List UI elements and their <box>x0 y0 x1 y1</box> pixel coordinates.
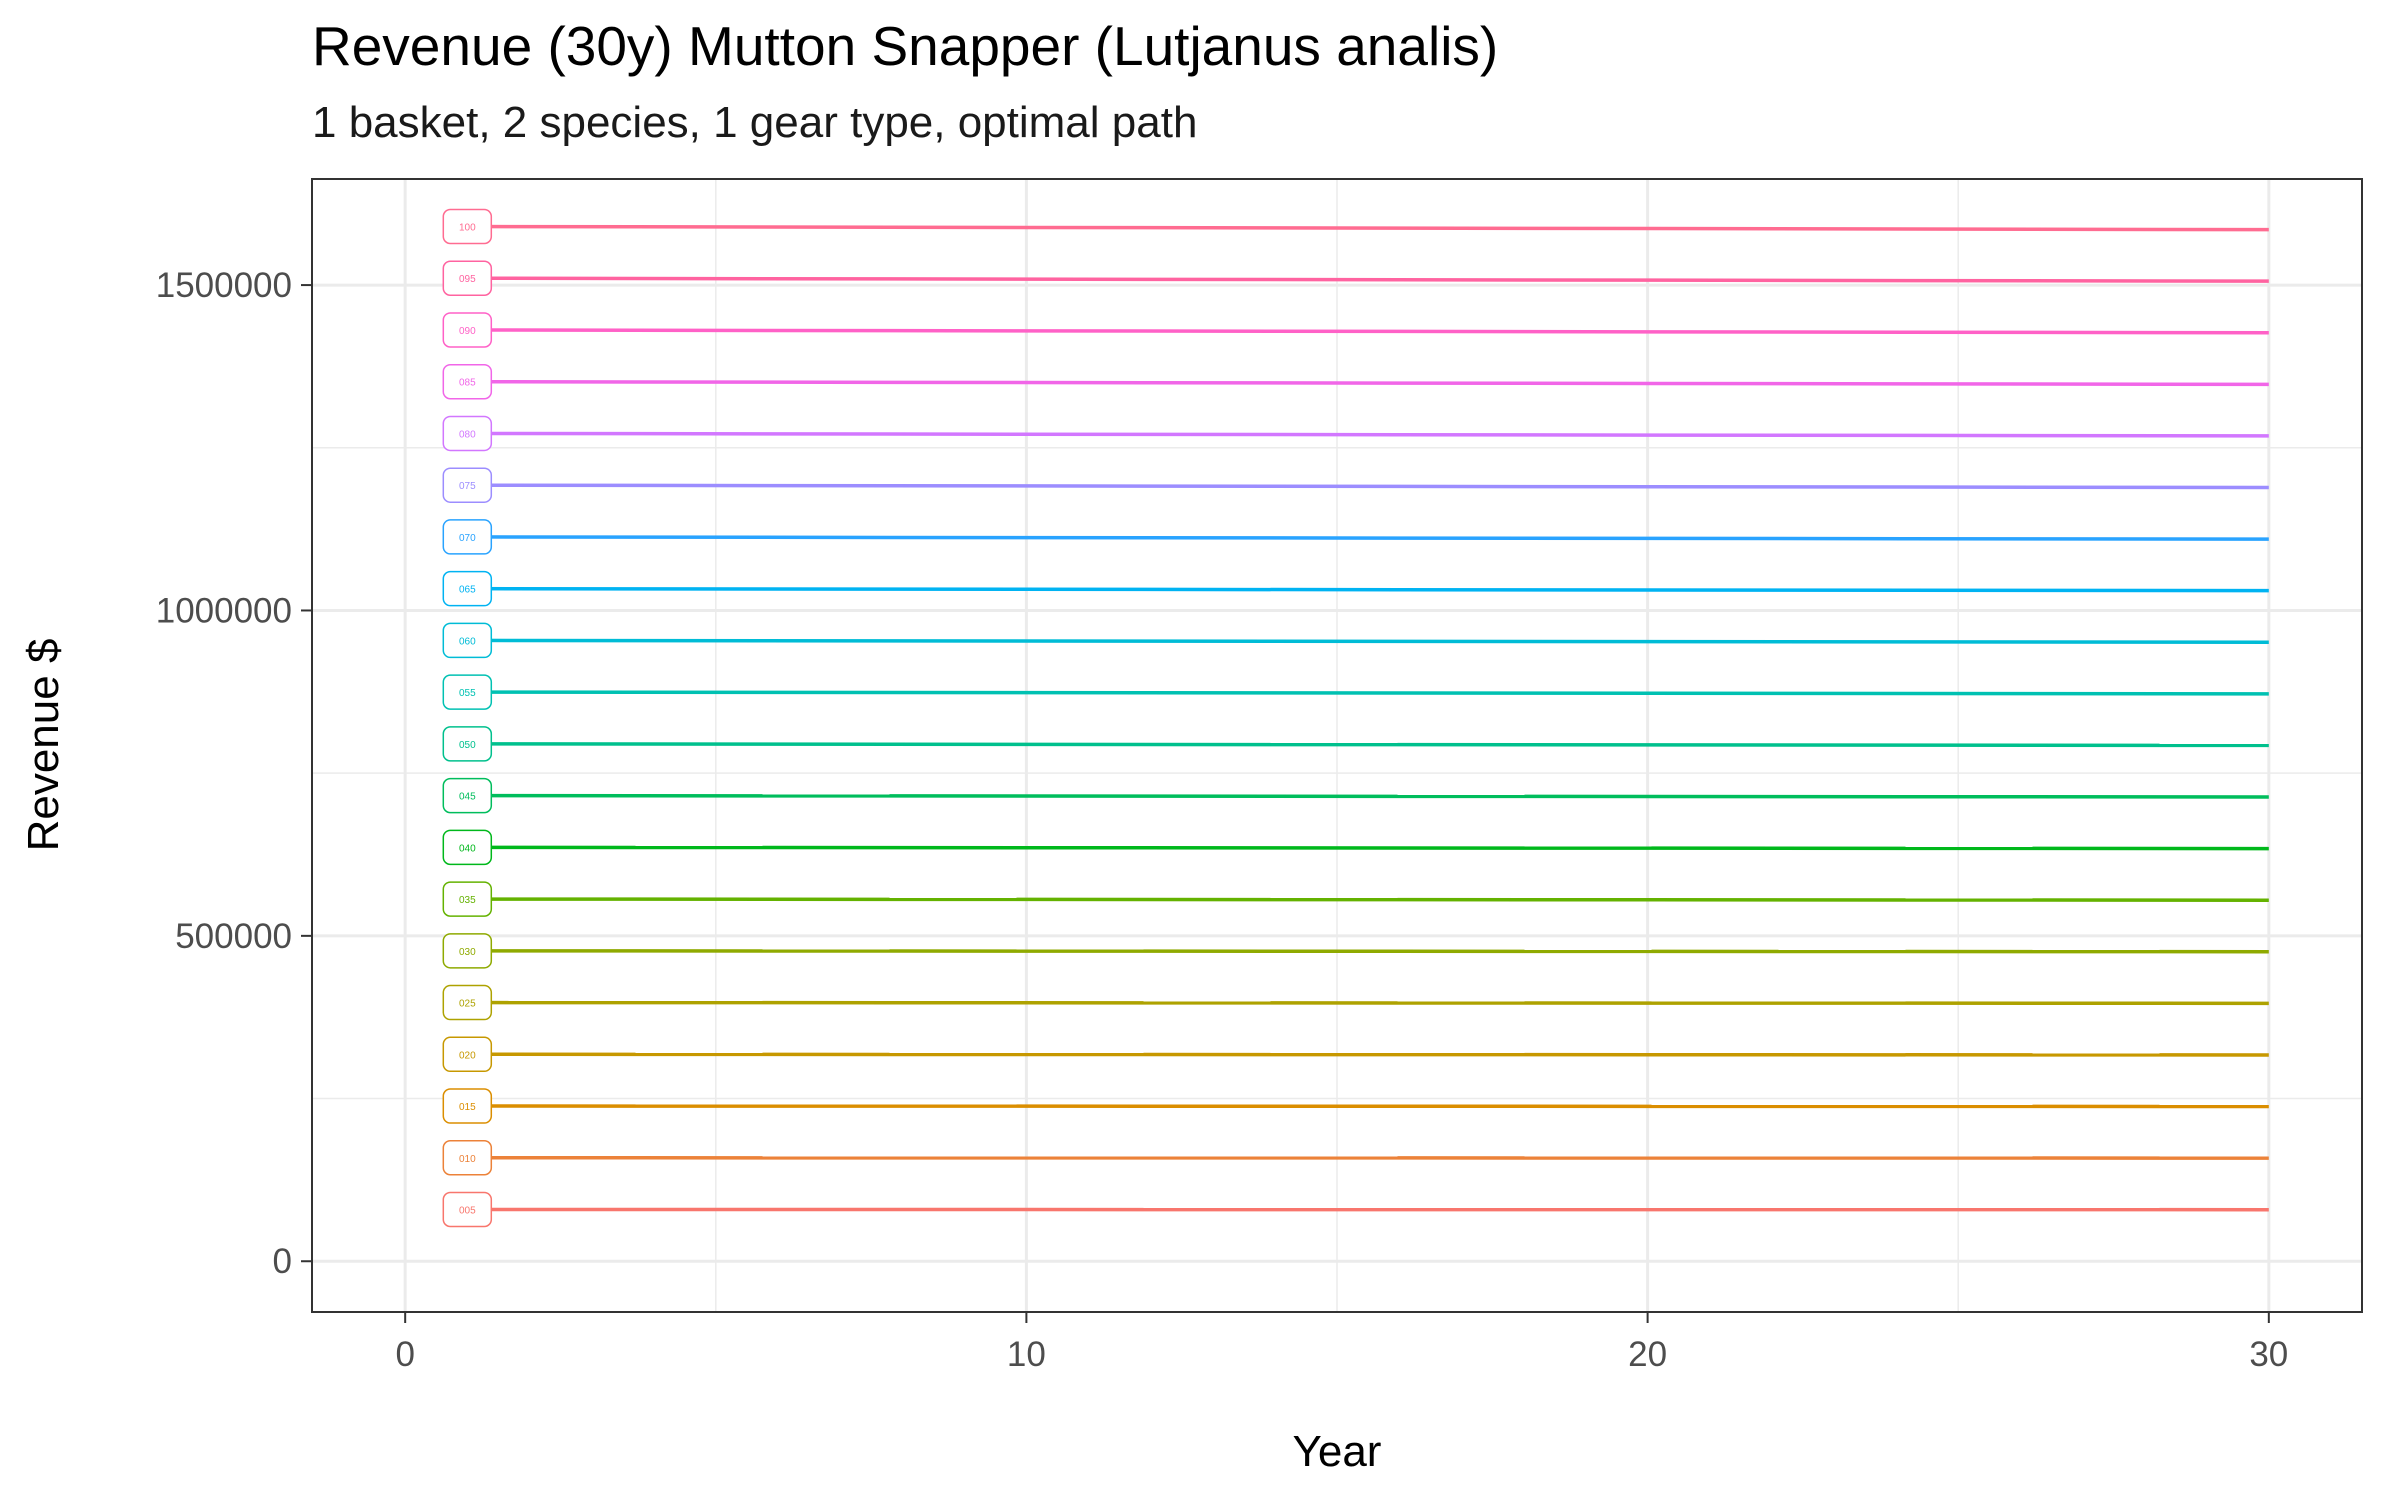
series-line-060 <box>467 638 2269 645</box>
series-line-070 <box>467 535 2269 541</box>
series-label-075: 075 <box>459 481 476 492</box>
series-label-box-040 <box>442 829 493 866</box>
series-label-095: 095 <box>459 274 476 285</box>
series-label-box-060 <box>442 622 493 659</box>
series-line-035 <box>467 897 2269 902</box>
series-line-030 <box>467 949 2269 954</box>
series-line-085 <box>467 379 2269 387</box>
x-axis-title: Year <box>1293 1427 1382 1476</box>
series-label-100: 100 <box>459 223 476 234</box>
series-label-020: 020 <box>459 1050 476 1061</box>
series-label-box-085 <box>442 363 493 400</box>
series-label-box-090 <box>442 312 493 348</box>
series-label-box-070 <box>442 519 493 555</box>
series-label-070: 070 <box>459 533 476 544</box>
series-label-080: 080 <box>459 429 476 440</box>
y-tick-label: 0 <box>273 1242 292 1281</box>
series-layer <box>467 224 2269 1212</box>
chart-subtitle: 1 basket, 2 species, 1 gear type, optima… <box>312 98 1198 147</box>
series-label-box-065 <box>442 570 493 607</box>
x-tick-label: 20 <box>1628 1335 1667 1374</box>
x-tick-label: 0 <box>395 1335 414 1374</box>
series-label-030: 030 <box>459 947 476 958</box>
y-axis-title: Revenue $ <box>19 639 68 852</box>
series-label-085: 085 <box>459 378 476 389</box>
series-label-025: 025 <box>459 999 476 1010</box>
series-line-055 <box>467 690 2269 696</box>
series-label-box-015 <box>442 1088 493 1124</box>
series-label-box-035 <box>442 881 493 917</box>
series-line-100 <box>467 224 2269 232</box>
panel-border <box>311 178 2363 1313</box>
x-tick-label: 30 <box>2249 1335 2288 1374</box>
series-line-065 <box>467 586 2269 593</box>
series-label-box-025 <box>442 984 493 1021</box>
series-label-box-005 <box>442 1191 493 1228</box>
series-label-035: 035 <box>459 895 476 906</box>
series-label-box-100 <box>442 208 493 245</box>
series-label-box-030 <box>442 933 493 969</box>
series-label-box-010 <box>442 1140 493 1176</box>
series-label-005: 005 <box>459 1206 476 1217</box>
y-tick-label: 1000000 <box>156 591 292 630</box>
y-tick-label: 1500000 <box>156 266 292 305</box>
series-line-090 <box>467 328 2269 335</box>
series-label-045: 045 <box>459 792 476 803</box>
label-layer: 005 010 015 020 025 030 035 040 045 050 055 060 065 0… <box>442 208 493 1228</box>
series-line-075 <box>467 483 2269 490</box>
series-label-box-020 <box>442 1036 493 1073</box>
series-label-010: 010 <box>459 1154 476 1165</box>
series-label-box-095 <box>442 260 493 296</box>
series-label-box-080 <box>442 415 493 452</box>
series-line-020 <box>467 1052 2269 1057</box>
x-tick-label: 10 <box>1007 1335 1046 1374</box>
chart-title: Revenue (30y) Mutton Snapper (Lutjanus a… <box>312 15 1499 77</box>
series-label-060: 060 <box>459 636 476 647</box>
series-label-box-055 <box>442 674 493 710</box>
series-label-050: 050 <box>459 740 476 751</box>
series-line-095 <box>467 276 2269 283</box>
series-line-025 <box>467 1000 2269 1006</box>
y-tick-label: 500000 <box>175 917 292 956</box>
series-line-050 <box>467 742 2269 748</box>
series-line-040 <box>467 845 2269 851</box>
series-line-045 <box>467 793 2269 799</box>
series-label-065: 065 <box>459 585 476 596</box>
series-label-015: 015 <box>459 1102 476 1113</box>
series-label-090: 090 <box>459 326 476 337</box>
series-label-055: 055 <box>459 688 476 699</box>
series-label-box-075 <box>442 467 493 503</box>
series-label-box-045 <box>442 777 493 814</box>
series-label-box-050 <box>442 726 493 762</box>
series-line-080 <box>467 431 2269 438</box>
series-label-040: 040 <box>459 843 476 854</box>
